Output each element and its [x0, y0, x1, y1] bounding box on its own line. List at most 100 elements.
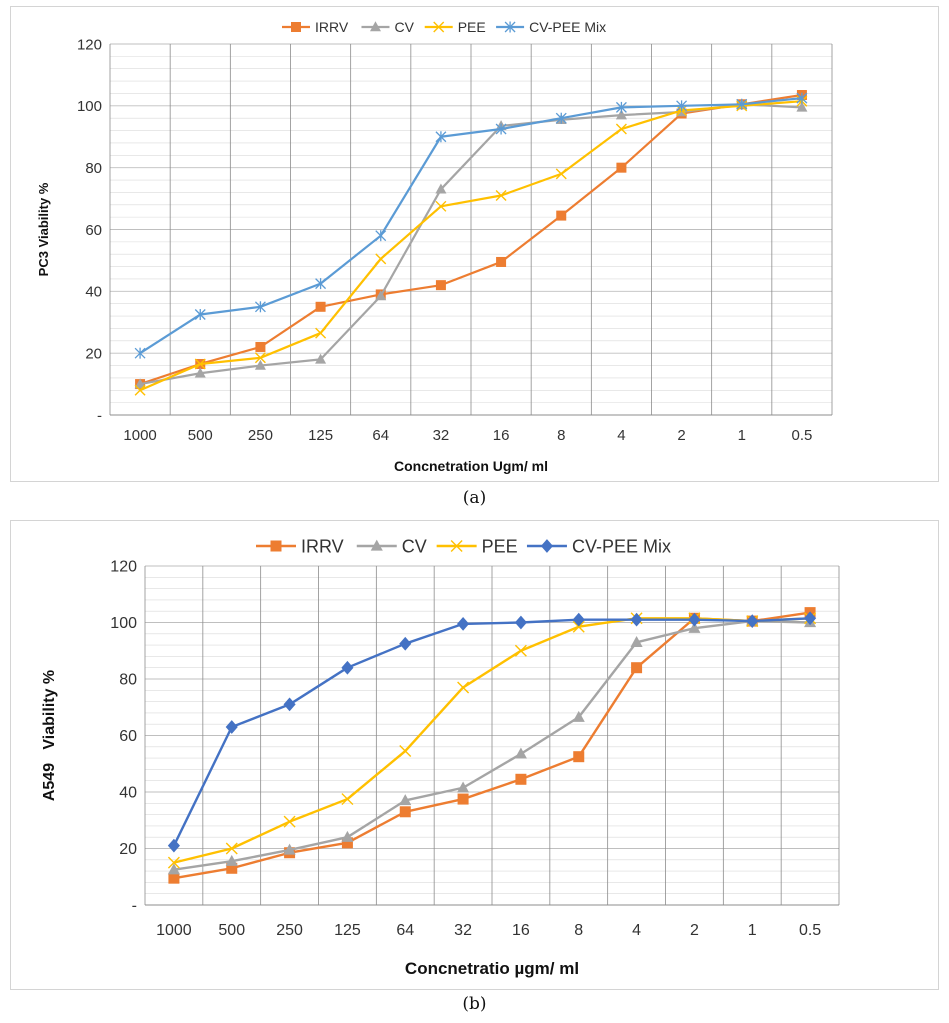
chart-a-x-tick-label: 1000 — [123, 427, 156, 444]
chart-b-data-point — [631, 662, 643, 674]
chart-a-data-point — [555, 168, 567, 180]
chart-b-data-point — [573, 751, 585, 763]
chart-a-y-tick-label: 100 — [77, 98, 102, 115]
chart-a-data-point — [615, 101, 627, 113]
chart-a-data-point — [194, 358, 206, 370]
chart-a-series-line — [139, 93, 803, 386]
caption-b: (b) — [462, 994, 487, 1014]
chart-a-series-line — [139, 100, 803, 392]
chart-b-data-point — [225, 854, 238, 866]
chart-a-data-point — [615, 109, 627, 120]
chart-b-x-tick-label: 1 — [748, 922, 757, 939]
chart-b-series-line — [172, 617, 811, 847]
chart-a-data-point — [375, 253, 387, 265]
chart-a-data-point — [496, 256, 507, 267]
chart-b-data-point — [399, 806, 411, 818]
chart-a-x-axis-title: Concnetration Ugm/ ml — [394, 458, 548, 474]
chart-a-data-point — [796, 92, 808, 104]
chart-a-x-tick-label: 1 — [738, 427, 746, 444]
chart-b-data-point — [225, 842, 238, 855]
chart-a-legend-label: IRRV — [315, 19, 349, 35]
chart-a-x-tick-label: 64 — [372, 427, 389, 444]
chart-b-x-tick-label: 250 — [276, 922, 303, 939]
chart-a-data-point — [254, 359, 266, 370]
chart-a-data-point — [796, 101, 808, 112]
chart-b-data-point — [399, 636, 412, 651]
chart-a-data-point — [555, 112, 567, 124]
chart-b-data-point — [457, 617, 470, 631]
chart-b-x-tick-label: 8 — [574, 922, 583, 939]
chart-a-data-point — [194, 309, 206, 321]
caption-a: (a) — [462, 488, 487, 508]
chart-b-data-point — [514, 747, 527, 759]
chart-a-y-axis-title: PC3 Viability % — [36, 182, 51, 276]
chart-a-legend-item-pee: PEE — [424, 19, 486, 35]
chart-b-x-tick-label: 64 — [396, 922, 414, 939]
chart-b-y-tick-label: 60 — [119, 728, 137, 745]
chart-a-x-tick-label: 250 — [248, 427, 273, 444]
chart-b-legend-label: CV-PEE Mix — [572, 536, 671, 556]
chart-b-legend-item-cv-pee-mix: CV-PEE Mix — [526, 536, 671, 556]
chart-a-y-tick-label: 40 — [85, 284, 102, 301]
chart-b-data-point — [283, 815, 296, 828]
chart-a-data-point — [435, 183, 447, 194]
chart-b-y-tick-label: 20 — [119, 841, 137, 858]
chart-b-x-tick-label: 1000 — [156, 922, 192, 939]
chart-a-data-point — [134, 384, 146, 396]
chart-a-x-tick-label: 125 — [308, 427, 333, 444]
chart-b-data-point — [283, 697, 296, 712]
chart-b-data-point — [688, 621, 701, 633]
chart-a-x-tick-label: 4 — [617, 427, 625, 444]
chart-a-data-point — [495, 189, 507, 201]
chart-b-data-point — [225, 720, 238, 734]
chart-a-y-tick-label: - — [97, 407, 102, 424]
chart-a-legend-label: CV-PEE Mix — [529, 19, 606, 35]
chart-a-data-point — [254, 352, 266, 364]
chart-a-data-point — [435, 131, 447, 143]
chart-b-data-point — [515, 773, 527, 785]
chart-panel-b — [10, 520, 939, 990]
chart-a-data-point — [375, 290, 387, 301]
chart-b-legend-item-pee: PEE — [436, 536, 518, 556]
chart-a-legend: IRRV CV PEE CV-PEE Mix — [282, 19, 606, 35]
chart-a-data-point — [315, 327, 327, 339]
chart-a-data-point — [435, 200, 447, 212]
chart-a-data-point — [736, 98, 748, 110]
chart-a-y-tick-label: 120 — [77, 36, 102, 53]
chart-b-data-point — [226, 862, 238, 874]
chart-a-data-point — [435, 280, 446, 291]
chart-a-data-point — [556, 210, 567, 221]
chart-b-legend-item-irrv: IRRV — [256, 536, 344, 556]
chart-b-data-point — [167, 863, 180, 875]
chart-b-legend: IRRV CV PEE CV-PEE Mix — [256, 536, 671, 556]
chart-b-x-tick-label: 0.5 — [799, 922, 821, 939]
chart-a-legend-item-cv: CV — [361, 19, 415, 35]
chart-b-legend-label: CV — [402, 536, 427, 556]
chart-b-data-point — [514, 615, 527, 630]
chart-a-data-point — [254, 301, 266, 313]
chart-a-legend-item-irrv: IRRV — [282, 19, 349, 35]
chart-a-data-point — [375, 230, 387, 242]
chart-b-data-point — [572, 710, 585, 722]
chart-b-data-point — [572, 612, 585, 627]
chart-b-x-tick-label: 500 — [218, 922, 245, 939]
chart-b-y-tick-label: 100 — [110, 615, 137, 632]
chart-b-data-point — [341, 837, 353, 849]
chart-b-y-axis-title: A549 Viability % — [41, 670, 58, 801]
chart-b-x-tick-label: 125 — [334, 922, 361, 939]
chart-a-data-point — [134, 378, 146, 389]
chart-a-legend-label: PEE — [458, 19, 486, 35]
chart-a-data-point — [676, 100, 688, 112]
chart-a-series-cv-pee-mix — [134, 92, 808, 359]
chart-a-data-point — [615, 123, 627, 135]
chart-b-data-point — [572, 620, 585, 633]
chart-b-data-point — [168, 872, 180, 884]
chart-b-x-tick-label: 2 — [690, 922, 699, 939]
chart-b-data-point — [399, 745, 412, 758]
chart-b-data-point — [457, 781, 470, 793]
chart-a-series-line — [139, 97, 803, 355]
chart-b-y-tick-label: - — [132, 898, 137, 915]
chart-a-gridlines — [109, 43, 833, 416]
